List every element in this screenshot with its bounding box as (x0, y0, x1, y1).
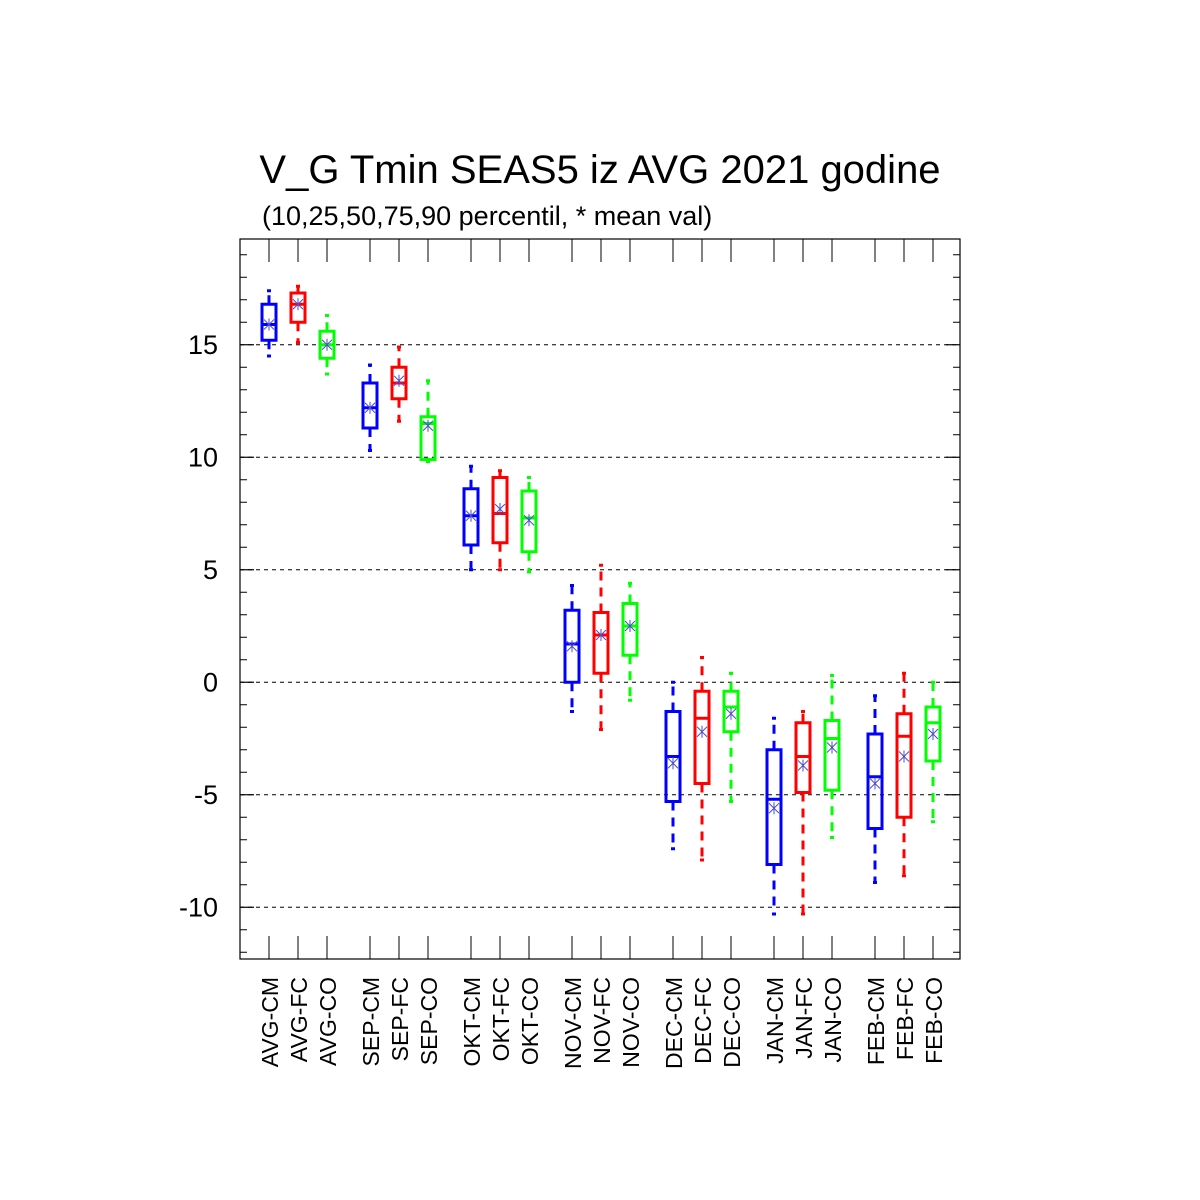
axes: -10 -5 0 5 10 15 AVG-CM AVG-FC AVG-CO SEP-CM SEP-F… (179, 239, 960, 1069)
boxes (260, 284, 942, 916)
box-sep-fc (390, 345, 408, 423)
iqr-box (823, 719, 841, 792)
iqr-box (419, 415, 437, 461)
x-category-label: AVG-FC (286, 977, 312, 1062)
y-tick-label: -10 (179, 892, 218, 922)
iqr-box (260, 302, 278, 342)
x-category-label: NOV-CO (618, 977, 644, 1068)
box-sep-co (419, 379, 437, 464)
y-tick-label: 15 (188, 330, 218, 360)
y-tick-label: 5 (203, 555, 218, 585)
box-avg-fc (289, 284, 307, 344)
iqr-box (693, 689, 711, 785)
iqr-box (491, 476, 509, 545)
iqr-box (924, 705, 942, 763)
iqr-box (563, 608, 581, 684)
x-category-label: SEP-CO (416, 977, 442, 1065)
x-category-label: OKT-FC (488, 977, 514, 1061)
box-nov-fc (592, 563, 610, 731)
iqr-box (592, 611, 610, 675)
box-nov-co (621, 581, 639, 702)
x-category-label: JAN-CO (820, 977, 846, 1063)
iqr-box (361, 381, 379, 430)
box-avg-cm (260, 289, 278, 358)
box-okt-co (520, 476, 538, 574)
iqr-box (765, 748, 783, 866)
x-category-label: JAN-CM (762, 977, 788, 1064)
box-dec-co (722, 671, 740, 803)
box-feb-co (924, 680, 942, 824)
x-category-label: DEC-CM (661, 977, 687, 1069)
plot-frame (239, 238, 961, 960)
y-tick-label: 0 (203, 667, 218, 697)
x-category-label: AVG-CM (257, 977, 283, 1067)
box-jan-co (823, 674, 841, 839)
box-okt-fc (491, 469, 509, 572)
box-dec-fc (693, 656, 711, 862)
box-jan-fc (794, 710, 812, 916)
iqr-box (722, 689, 740, 734)
x-category-label: OKT-CM (459, 977, 485, 1066)
x-category-label: FEB-CM (863, 977, 889, 1065)
x-category-label: NOV-FC (589, 977, 615, 1064)
x-category-label: DEC-FC (690, 977, 716, 1064)
x-category-label: DEC-CO (719, 977, 745, 1068)
x-category-label: NOV-CM (560, 977, 586, 1069)
iqr-box (621, 602, 639, 657)
box-sep-cm (361, 363, 379, 452)
box-jan-cm (765, 716, 783, 916)
y-tick-label: 10 (188, 442, 218, 472)
chart-title: V_G Tmin SEAS5 iz AVG 2021 godine (259, 148, 941, 192)
box-avg-co (318, 314, 336, 376)
x-category-label: OKT-CO (517, 977, 543, 1065)
y-tick-label: -5 (194, 780, 218, 810)
chart-subtitle: (10,25,50,75,90 percentil, * mean val) (262, 201, 713, 231)
x-category-label: SEP-CM (358, 977, 384, 1066)
iqr-box (895, 712, 913, 819)
box-feb-fc (895, 671, 913, 878)
x-category-label: JAN-FC (791, 977, 817, 1059)
box-nov-cm (563, 584, 581, 713)
box-dec-cm (664, 680, 682, 851)
iqr-box (520, 489, 538, 554)
x-category-label: AVG-CO (315, 977, 341, 1066)
x-category-label: SEP-FC (387, 977, 413, 1061)
gridlines (240, 344, 960, 908)
iqr-box (866, 732, 884, 830)
x-category-label: FEB-CO (921, 977, 947, 1064)
box-feb-cm (866, 694, 884, 884)
iqr-box (289, 291, 307, 324)
x-category-label: FEB-FC (892, 977, 918, 1060)
box-okt-cm (462, 464, 480, 572)
